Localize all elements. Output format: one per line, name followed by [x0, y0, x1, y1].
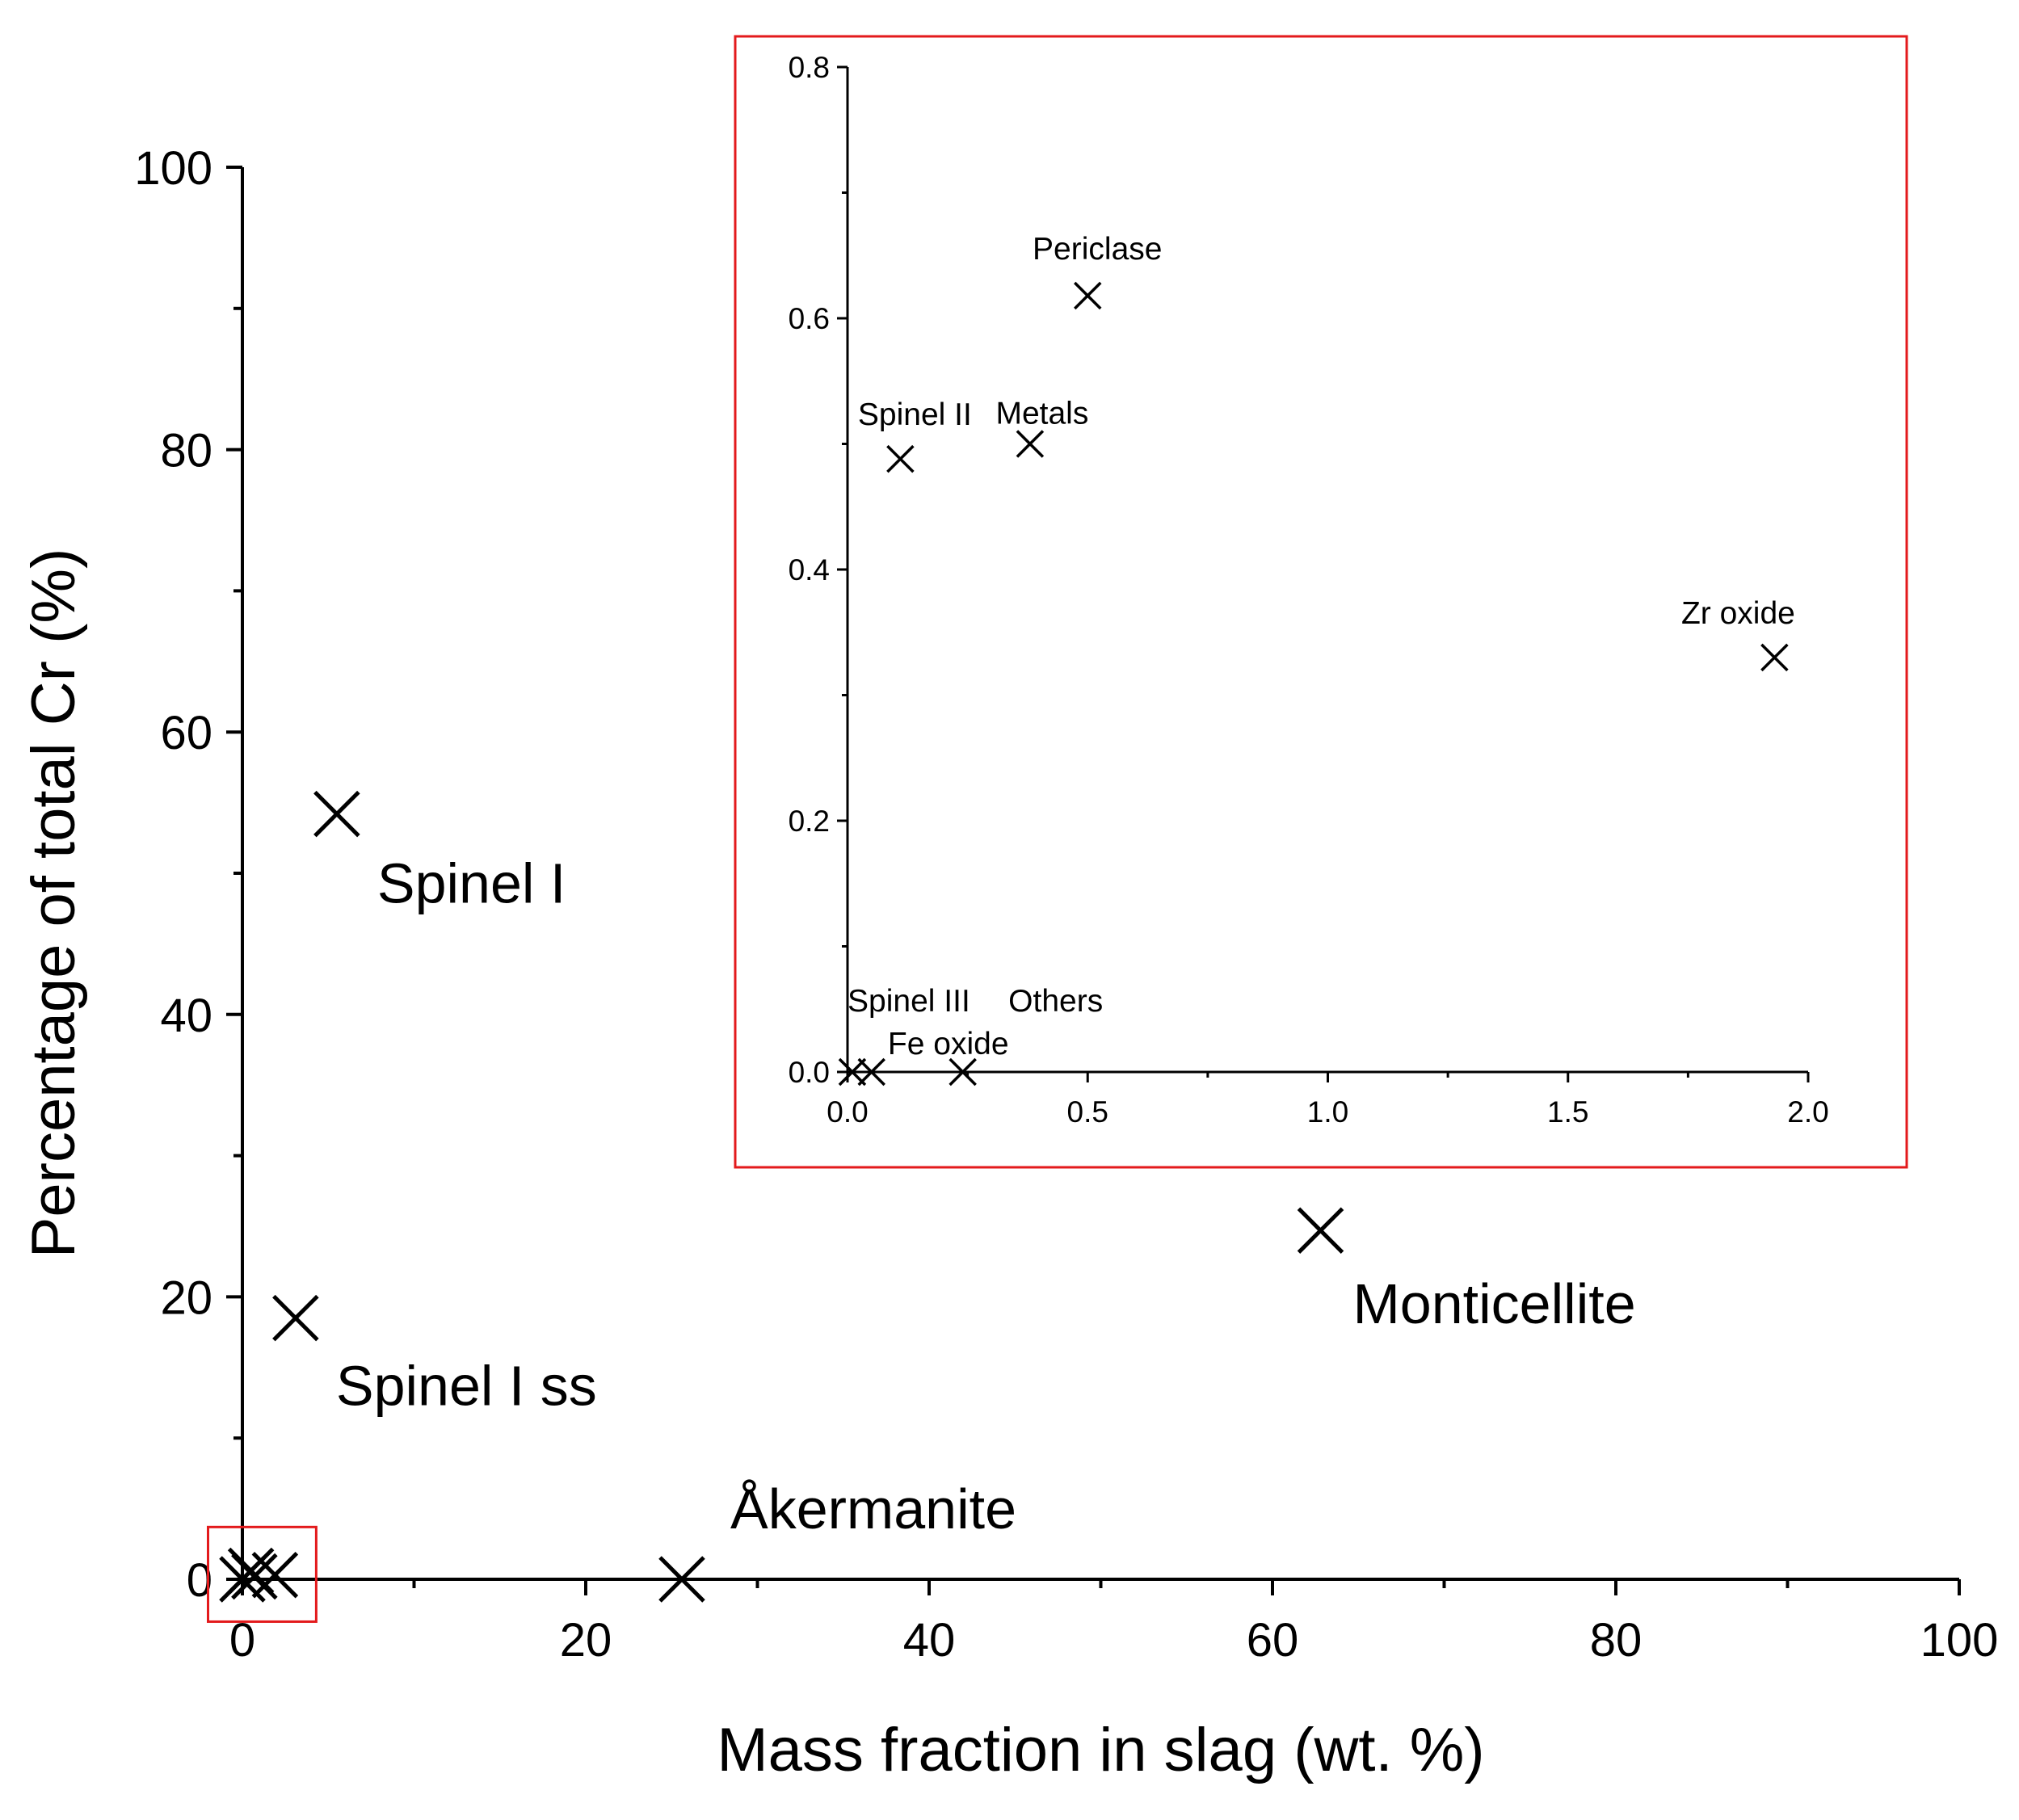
- main-point-marker-monticellite: [1297, 1207, 1344, 1255]
- inset-y-tick-label: 0.0: [789, 1056, 830, 1089]
- inset-point-label-others: Others: [1008, 984, 1103, 1019]
- main-point-marker-spinel-i-ss: [272, 1294, 319, 1342]
- inset-point-label-periclase: Periclase: [1033, 232, 1162, 267]
- main-x-tick-label: 60: [1247, 1614, 1299, 1667]
- inset-x-tick-label: 1.5: [1547, 1095, 1588, 1129]
- main-y-tick-label: 100: [134, 142, 212, 195]
- inset-x-tick-label: 1.0: [1307, 1095, 1348, 1129]
- inset-plot: 0.0 0.5 1.0 1.5 2.0 0.0 0.2 0.4 0.6 0.8 Periclase S…: [734, 35, 1908, 1169]
- main-y-tick-label: 60: [160, 707, 212, 759]
- main-x-axis-title: Mass fraction in slag (wt. %): [717, 1716, 1484, 1784]
- inset-point-marker-others: [949, 1057, 977, 1087]
- main-y-tick-label: 20: [160, 1271, 212, 1324]
- main-x-tick-label: 40: [903, 1614, 956, 1667]
- inset-y-tick-label: 0.2: [789, 805, 830, 838]
- inset-point-label-metals: Metals: [995, 397, 1088, 431]
- main-x-tick-label: 20: [560, 1614, 612, 1667]
- main-x-tick-label: 80: [1590, 1614, 1643, 1667]
- inset-point-label-spinel-ii: Spinel II: [858, 397, 972, 432]
- inset-x-tick-label: 0.5: [1067, 1095, 1108, 1129]
- inset-y-tick-label: 0.4: [789, 553, 830, 586]
- inset-x-tick-label: 0.0: [827, 1095, 868, 1129]
- main-point-marker: [231, 1553, 278, 1600]
- inset-point-label-spinel-iii: Spinel III: [848, 984, 970, 1019]
- inset-x-tick-label: 2.0: [1787, 1095, 1828, 1129]
- inset-point-label-fe-oxide: Fe oxide: [888, 1027, 1009, 1061]
- inset-point-marker-spinel-ii: [886, 444, 915, 473]
- inset-y-tick-label: 0.8: [789, 51, 830, 84]
- inset-y-tick-label: 0.6: [789, 302, 830, 335]
- inset-point-marker-fe-oxide: [857, 1057, 885, 1087]
- main-y-tick-label: 80: [160, 425, 212, 477]
- inset-point-marker-metals: [1016, 430, 1045, 458]
- zoom-region-box: [207, 1525, 318, 1623]
- main-point-label-spinel-i: Spinel I: [377, 852, 566, 915]
- main-point-marker-kermanite: [658, 1556, 705, 1603]
- inset-point-marker-zr-oxide: [1760, 643, 1789, 672]
- main-y-axis-title: Percentage of total Cr (%): [19, 549, 88, 1259]
- main-point-label-kermanite: Åkermanite: [730, 1477, 1016, 1540]
- main-y-tick-label: 40: [160, 990, 212, 1042]
- main-point-label-spinel-i-ss: Spinel I ss: [336, 1355, 597, 1418]
- inset-point-label-zr-oxide: Zr oxide: [1681, 596, 1795, 631]
- main-x-tick-label: 100: [1920, 1614, 1999, 1667]
- main-point-marker-spinel-i: [313, 790, 360, 838]
- main-point-label-monticellite: Monticellite: [1353, 1272, 1636, 1335]
- inset-point-marker-periclase: [1074, 281, 1102, 310]
- inset-frame: [734, 35, 1908, 1169]
- zoom-box-layer: [207, 1525, 318, 1623]
- main-point-marker: [251, 1551, 299, 1599]
